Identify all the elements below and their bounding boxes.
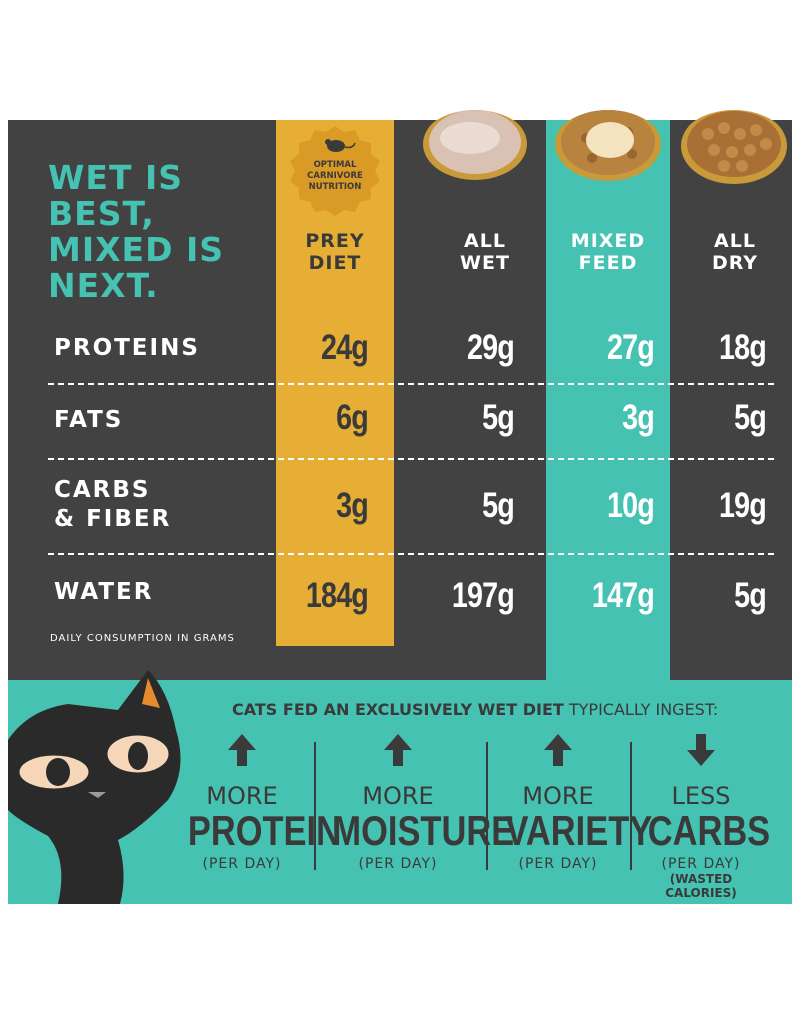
benefit-title: PROTEIN <box>187 807 341 854</box>
row-label-fats: FATS <box>54 407 124 433</box>
arrow-up-icon <box>228 734 256 766</box>
headline: WET IS BEST, MIXED IS NEXT. <box>48 158 225 305</box>
value-cell: 6g <box>336 398 369 437</box>
row-divider <box>48 553 774 555</box>
badge-text-line3: NUTRITION <box>309 182 362 192</box>
value-cell: 5g <box>482 398 515 437</box>
benefit-unit: (PER DAY) <box>358 856 438 872</box>
row-label-carbs-fiber: CARBS & FIBER <box>54 477 172 532</box>
mixed-feed-column <box>546 120 670 680</box>
column-header-mixed-feed: MIXED FEED <box>570 230 646 274</box>
benefit-divider <box>630 742 632 870</box>
column-header-all-wet: ALL WET <box>460 230 510 274</box>
benefit-lead: LESS <box>671 782 731 810</box>
benefit-lead: MORE <box>206 782 278 810</box>
value-cell: 18g <box>719 328 767 367</box>
value-cell: 147g <box>591 576 655 615</box>
arrow-down-icon <box>687 734 715 766</box>
row-divider <box>48 383 774 385</box>
value-cell: 3g <box>622 398 655 437</box>
benefit-lead: MORE <box>362 782 434 810</box>
value-cell: 5g <box>734 576 767 615</box>
benefit-divider <box>314 742 316 870</box>
row-divider <box>48 458 774 460</box>
value-cell: 27g <box>607 328 655 367</box>
badge-text: OPTIMAL <box>314 160 357 170</box>
intro-bold: CATS FED AN EXCLUSIVELY WET DIET <box>232 700 564 719</box>
mouse-icon <box>325 139 356 152</box>
benefit-note: (WASTED CALORIES) <box>665 872 737 900</box>
value-cell: 3g <box>336 486 369 525</box>
benefit-title: MOISTURE <box>332 807 515 854</box>
row-label-proteins: PROTEINS <box>54 335 200 361</box>
row-label-water: WATER <box>54 579 154 605</box>
arrow-up-icon <box>384 734 412 766</box>
mixed-food-bowl-icon <box>555 110 661 181</box>
value-cell: 10g <box>607 486 655 525</box>
value-cell: 5g <box>482 486 515 525</box>
benefit-title: CARBS <box>647 807 771 854</box>
value-cell: 19g <box>719 486 767 525</box>
benefit-unit: (PER DAY) <box>202 856 282 872</box>
dry-food-bowl-icon <box>681 110 787 184</box>
benefit-moisture: MORE MOISTURE (PER DAY) <box>318 730 515 880</box>
badge-text-line2: CARNIVORE <box>307 171 363 181</box>
value-cell: 29g <box>467 328 515 367</box>
column-header-all-dry: ALL DRY <box>711 230 759 274</box>
value-cell: 184g <box>305 576 369 615</box>
benefit-carbs: LESS CARBS (PER DAY) (WASTED CALORIES) <box>636 730 771 900</box>
benefits-intro: CATS FED AN EXCLUSIVELY WET DIET TYPICAL… <box>232 700 718 719</box>
benefit-protein: MORE PROTEIN (PER DAY) <box>176 730 341 880</box>
column-header-prey-diet: PREY DIET <box>305 230 365 274</box>
value-cell: 197g <box>451 576 515 615</box>
benefit-title: VARIETY <box>505 807 653 854</box>
benefit-unit: (PER DAY) <box>661 856 741 872</box>
optimal-nutrition-badge: OPTIMAL CARNIVORE NUTRITION <box>290 126 380 216</box>
black-cat-illustration <box>8 670 181 904</box>
wet-food-bowl-icon <box>423 110 527 180</box>
value-cell: 5g <box>734 398 767 437</box>
arrow-up-icon <box>544 734 572 766</box>
benefit-lead: MORE <box>522 782 594 810</box>
intro-rest: TYPICALLY INGEST: <box>563 700 719 719</box>
footnote: DAILY CONSUMPTION IN GRAMS <box>50 633 235 644</box>
benefit-variety: MORE VARIETY (PER DAY) <box>494 730 653 880</box>
value-cell: 24g <box>321 328 369 367</box>
benefit-unit: (PER DAY) <box>518 856 598 872</box>
benefit-divider <box>486 742 488 870</box>
